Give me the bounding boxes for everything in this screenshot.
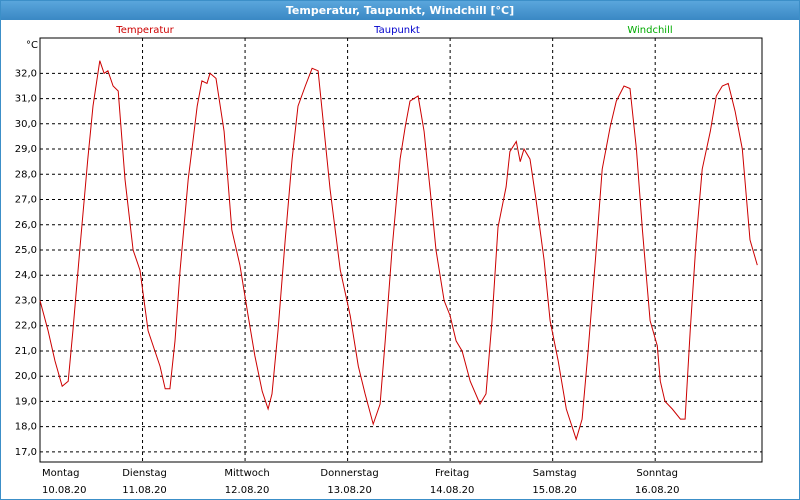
y-tick-label: 26,0 [15,220,37,231]
y-tick-label: 18,0 [15,422,37,433]
x-tick-label: Freitag [435,468,469,479]
temperature-line [39,60,758,441]
x-tick-label: Sonntag [636,468,678,479]
y-tick-label: 24,0 [15,270,37,281]
x-tick-label: Montag [42,468,79,479]
legend-entry: Temperatur [115,25,174,36]
y-tick-label: 29,0 [15,144,37,155]
x-tick-label: Dienstag [122,468,167,479]
plot-border [39,37,763,463]
x-tick-label: Samstag [533,468,577,479]
y-tick-label: 31,0 [15,94,37,105]
x-tick-date: 13.08.20 [327,485,372,496]
y-tick-label: 23,0 [15,295,37,306]
x-tick-date: 12.08.20 [225,485,270,496]
y-tick-label: 27,0 [15,195,37,206]
y-tick-label: 25,0 [15,245,37,256]
x-tick-label: Donnerstag [320,468,378,479]
x-tick-date: 16.08.20 [635,485,680,496]
y-unit: °C [26,40,38,51]
y-tick-label: 17,0 [15,447,37,458]
x-tick-date: 15.08.20 [532,485,577,496]
x-tick-date: 11.08.20 [122,485,167,496]
chart: °C Temperatur Taupunkt Windchill 17,0 18,0 19… [15,25,763,496]
y-tick-label: 30,0 [15,119,37,130]
y-tick-label: 21,0 [15,346,37,357]
legend-entry: Taupunkt [373,25,420,36]
y-tick-label: 20,0 [15,371,37,382]
legend-entry: Windchill [627,25,672,36]
y-tick-label: 19,0 [15,396,37,407]
x-tick-label: Mittwoch [224,468,269,479]
x-tick-date: 14.08.20 [430,485,475,496]
x-tick-date: 10.08.20 [42,485,87,496]
title-bar: Temperatur, Taupunkt, Windchill [°C] [1,1,799,20]
y-tick-label: 32,0 [15,68,37,79]
y-tick-label: 28,0 [15,169,37,180]
y-tick-label: 22,0 [15,321,37,332]
